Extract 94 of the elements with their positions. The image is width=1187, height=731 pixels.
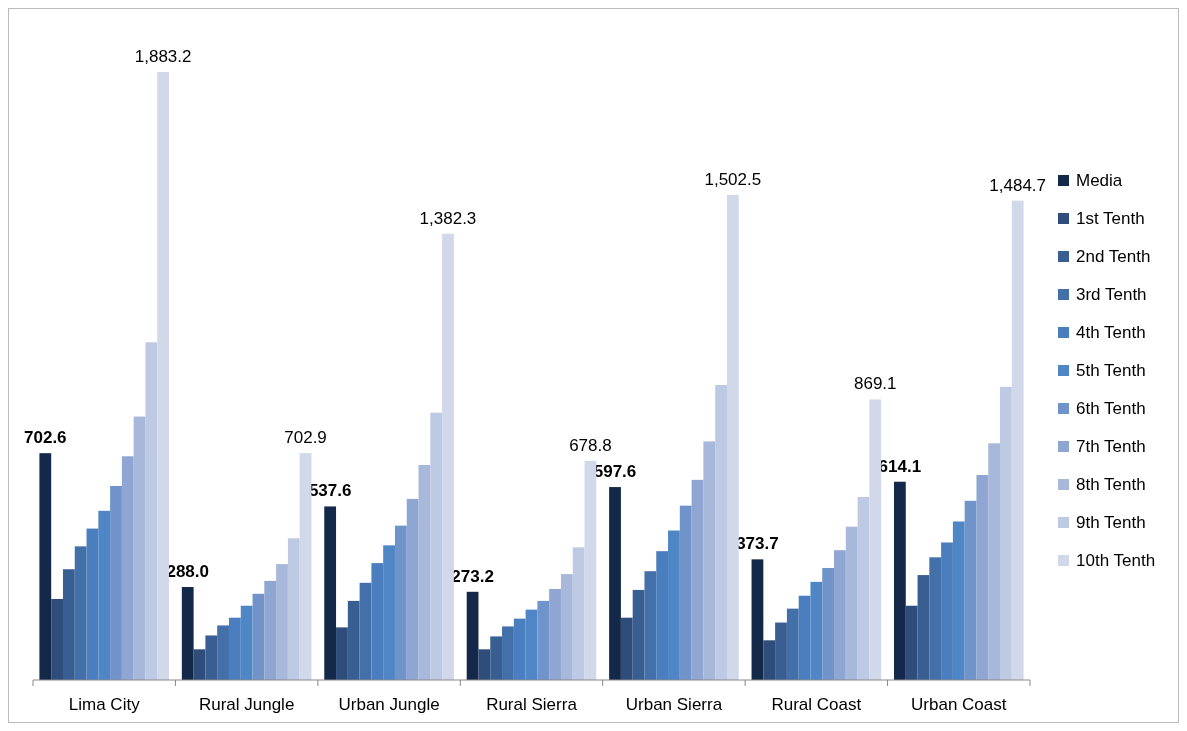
data-label: 678.8 <box>569 435 612 455</box>
bar <box>205 635 218 680</box>
bar <box>181 587 194 680</box>
bar <box>584 460 597 680</box>
data-label: 1,382.3 <box>419 208 477 228</box>
x-tick-label: Lima City <box>68 695 141 714</box>
bar <box>264 580 277 680</box>
bar <box>572 547 585 680</box>
bar <box>74 546 87 680</box>
bar <box>905 605 918 680</box>
bar <box>715 384 727 680</box>
bar <box>359 582 372 680</box>
legend-label: 8th Tenth <box>1076 475 1146 494</box>
bar <box>691 479 704 680</box>
bar <box>418 464 431 680</box>
data-label: 1,883.2 <box>134 47 192 66</box>
bar <box>679 505 692 680</box>
bar <box>763 640 776 680</box>
bar <box>133 416 146 680</box>
bar <box>502 626 514 680</box>
legend-label: 5th Tenth <box>1076 361 1146 380</box>
bar <box>287 538 300 680</box>
bar <box>751 559 764 680</box>
bar <box>252 593 265 680</box>
x-tick-label: Rural Jungle <box>198 695 295 714</box>
bar <box>845 526 858 680</box>
bar <box>466 591 479 680</box>
bar <box>110 485 122 680</box>
bar <box>39 453 52 680</box>
bar <box>1000 386 1012 680</box>
bar <box>478 649 491 680</box>
bar <box>442 233 454 680</box>
bar <box>929 557 942 680</box>
data-label: 702.6 <box>24 428 67 448</box>
x-tick-label: Urban Sierra <box>625 695 723 714</box>
data-label: 1,484.7 <box>989 175 1047 195</box>
bar <box>394 525 407 680</box>
bar <box>644 571 657 680</box>
bar <box>834 550 846 680</box>
bar <box>609 487 621 680</box>
x-tick-label: Rural Sierra <box>486 695 578 714</box>
bar <box>430 412 443 680</box>
bar <box>406 498 419 680</box>
bar <box>964 500 977 680</box>
data-label: 273.2 <box>451 566 494 586</box>
bar <box>703 441 716 680</box>
bar <box>893 481 906 680</box>
legend-label: 2nd Tenth <box>1076 247 1151 266</box>
bar <box>917 575 930 680</box>
x-tick-label: Rural Coast <box>771 695 862 714</box>
legend-label: 3rd Tenth <box>1076 285 1147 304</box>
data-label: 702.9 <box>284 428 327 448</box>
legend-label: 9th Tenth <box>1076 513 1146 532</box>
bar <box>620 617 633 680</box>
data-label: 373.7 <box>736 534 779 554</box>
bar <box>976 474 989 680</box>
bar <box>537 600 550 680</box>
data-label: 1,502.5 <box>704 169 762 189</box>
data-label: 288.0 <box>166 562 209 582</box>
legend-label: 7th Tenth <box>1076 437 1146 456</box>
bar <box>145 342 158 680</box>
bar <box>775 622 787 680</box>
bar <box>193 649 206 680</box>
legend-label: 4th Tenth <box>1076 323 1146 342</box>
bar <box>217 625 229 680</box>
bar <box>549 588 561 680</box>
bar <box>822 567 835 680</box>
bar <box>324 506 337 680</box>
bar <box>632 589 645 680</box>
bar <box>1011 200 1024 680</box>
bar <box>560 574 573 680</box>
data-label: 537.6 <box>308 481 352 501</box>
bar <box>157 72 170 680</box>
legend-label: 10th Tenth <box>1076 551 1156 570</box>
bar <box>299 453 312 680</box>
bar <box>336 627 348 680</box>
bar <box>62 569 75 680</box>
bar <box>121 456 134 680</box>
legend-label: 6th Tenth <box>1076 399 1146 418</box>
x-tick-label: Urban Coast <box>911 695 1007 714</box>
bar <box>347 600 360 680</box>
legend-label: Media <box>1076 171 1123 190</box>
bar <box>276 564 288 680</box>
data-label: 869.1 <box>854 374 897 394</box>
legend-label: 1st Tenth <box>1076 209 1145 228</box>
x-tick-label: Urban Jungle <box>338 695 440 714</box>
bar <box>786 608 799 680</box>
bar <box>726 194 739 680</box>
bar <box>51 598 63 680</box>
bar <box>988 443 1001 680</box>
bar <box>869 399 882 680</box>
bar <box>490 636 503 680</box>
bar <box>857 496 870 680</box>
data-label: 597.6 <box>593 462 637 482</box>
